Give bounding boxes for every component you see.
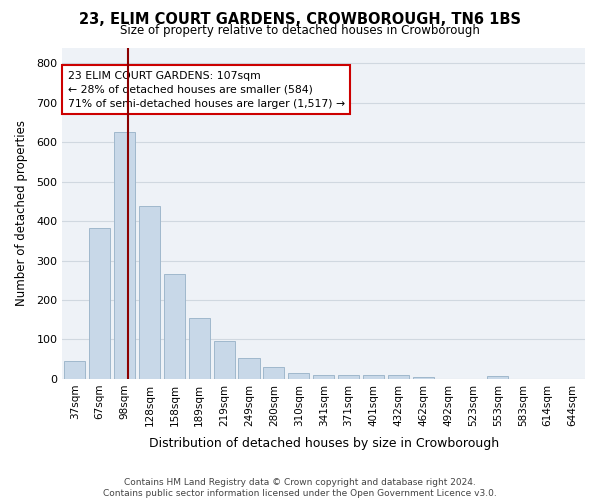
Bar: [288, 372, 310, 379]
Text: 23, ELIM COURT GARDENS, CROWBOROUGH, TN6 1BS: 23, ELIM COURT GARDENS, CROWBOROUGH, TN6…: [79, 12, 521, 26]
Bar: [313, 374, 334, 379]
Bar: [363, 374, 384, 379]
Bar: [338, 374, 359, 379]
Bar: [388, 374, 409, 379]
Bar: [89, 228, 110, 379]
Bar: [214, 341, 235, 379]
Bar: [413, 376, 434, 379]
Bar: [188, 318, 210, 379]
Bar: [263, 367, 284, 379]
Bar: [64, 361, 85, 379]
Bar: [164, 274, 185, 379]
Y-axis label: Number of detached properties: Number of detached properties: [15, 120, 28, 306]
Text: Size of property relative to detached houses in Crowborough: Size of property relative to detached ho…: [120, 24, 480, 37]
Bar: [139, 206, 160, 379]
Bar: [238, 358, 260, 379]
Text: Contains HM Land Registry data © Crown copyright and database right 2024.
Contai: Contains HM Land Registry data © Crown c…: [103, 478, 497, 498]
Text: 23 ELIM COURT GARDENS: 107sqm
← 28% of detached houses are smaller (584)
71% of : 23 ELIM COURT GARDENS: 107sqm ← 28% of d…: [68, 70, 344, 108]
Bar: [487, 376, 508, 379]
X-axis label: Distribution of detached houses by size in Crowborough: Distribution of detached houses by size …: [149, 437, 499, 450]
Bar: [114, 132, 135, 379]
